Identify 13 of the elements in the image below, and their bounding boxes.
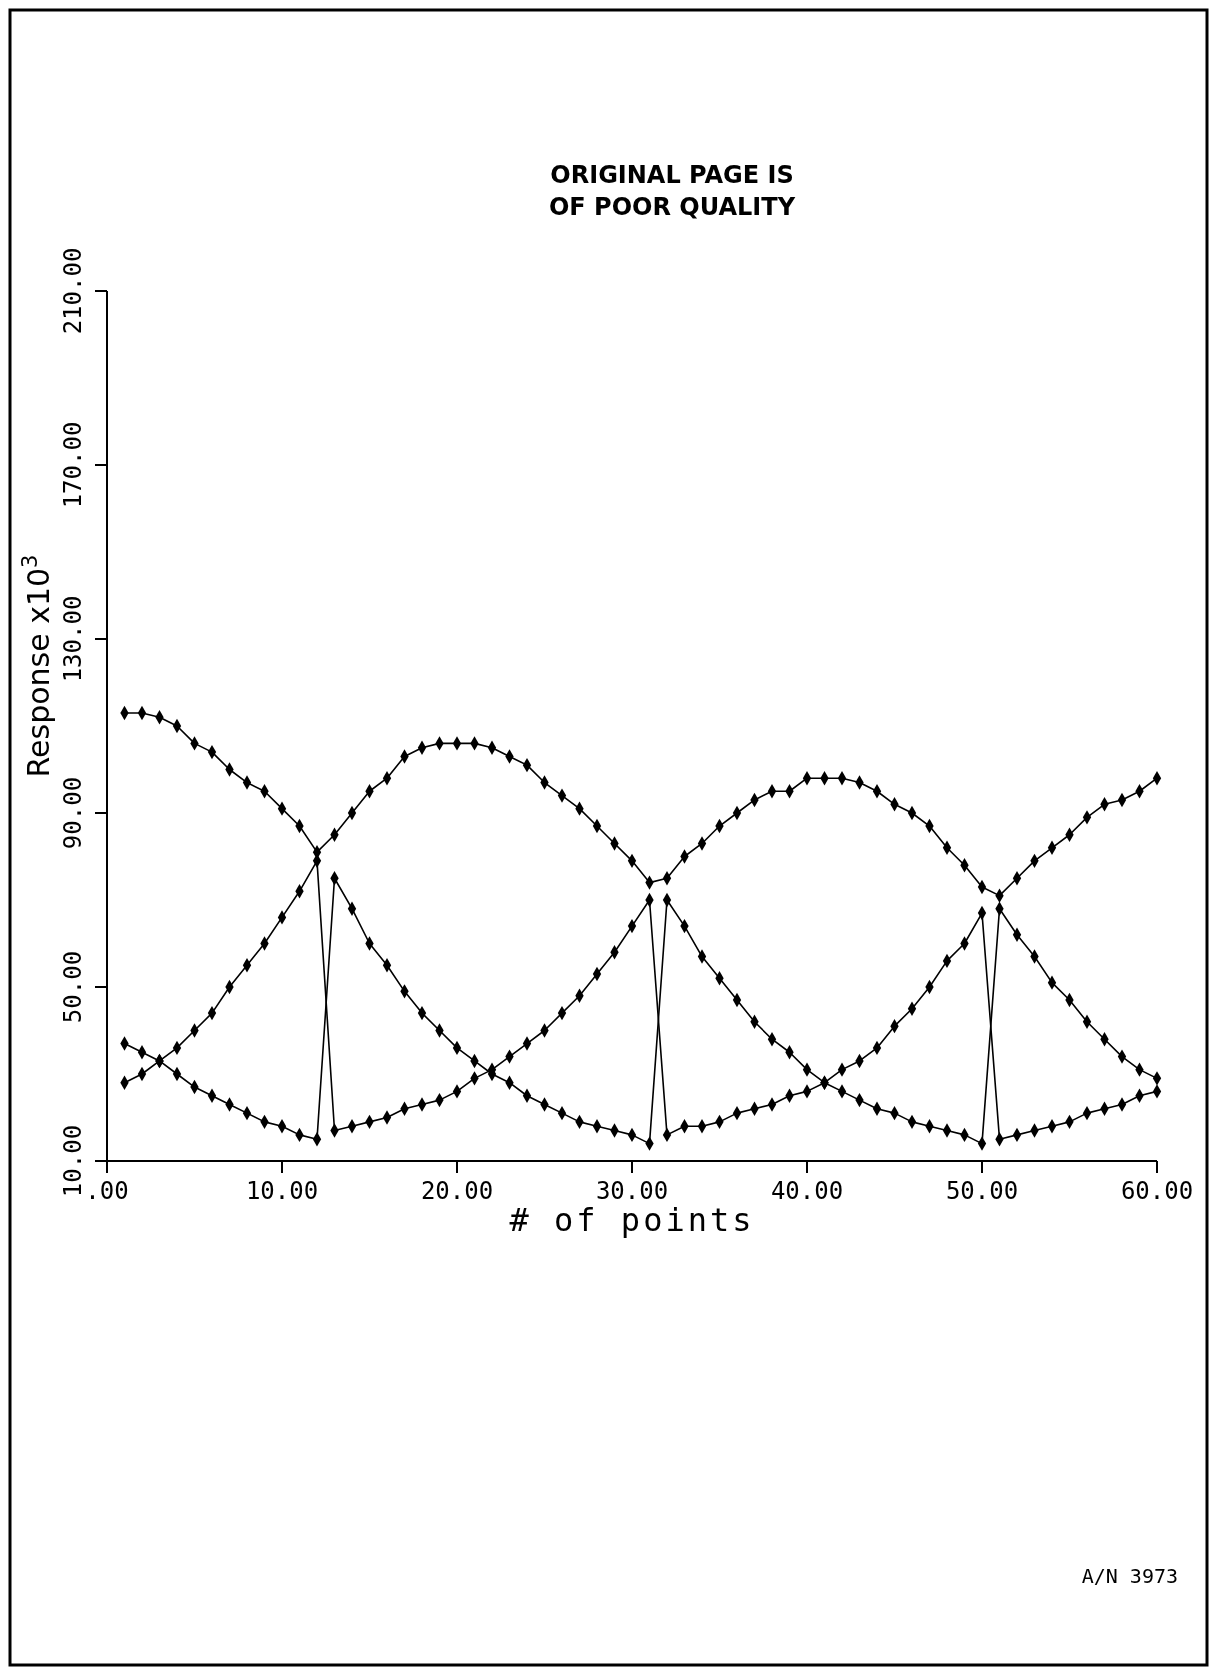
x-tick-label: 20.00	[420, 1177, 494, 1205]
x-tick-label: 10.00	[245, 1177, 319, 1205]
y-tick-label: 90.00	[59, 776, 87, 850]
y-tick-label: 50.00	[59, 950, 87, 1024]
text: A/N 3973	[1081, 1564, 1178, 1588]
x-tick-label: .00	[85, 1177, 129, 1205]
y-tick-label: 130.00	[59, 595, 87, 683]
x-tick-label: 60.00	[1120, 1177, 1194, 1205]
y-tick-label: 210.00	[59, 247, 87, 335]
x-tick-label: 50.00	[945, 1177, 1019, 1205]
text: ORIGINAL PAGE IS OF POOR QUALITY	[548, 161, 796, 221]
x-tick-label: 40.00	[770, 1177, 844, 1205]
y-tick-label: 170.00	[59, 421, 87, 509]
